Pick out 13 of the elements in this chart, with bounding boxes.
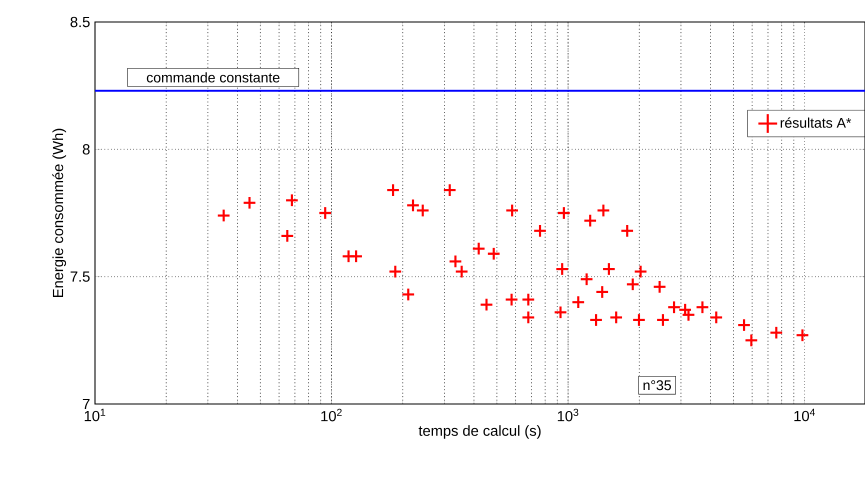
x-tick-label: 10$^{1}$ — [84, 408, 106, 422]
y-tick-label: 8 — [82, 144, 90, 155]
y-axis-title: Energie consommée (Wh) — [52, 128, 66, 297]
y-tick-label: 7 — [82, 398, 90, 410]
x-tick-label: 10$^{3}$ — [558, 408, 578, 422]
annotation: n°35 — [644, 380, 671, 390]
y-tick-label: 7.5 — [70, 272, 90, 282]
x-tick-label: 10$^{2}$ — [321, 408, 342, 422]
legend-label: résultats A* — [780, 117, 852, 128]
x-tick-label: 10$^{4}$ — [794, 408, 816, 422]
x-axis-title: temps de calcul (s) — [418, 425, 541, 439]
ref-line-label: commande constante — [146, 72, 280, 83]
y-tick-label: 8.5 — [70, 16, 90, 28]
